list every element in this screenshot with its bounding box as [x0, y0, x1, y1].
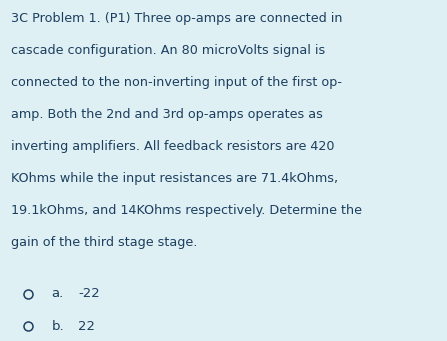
- Text: cascade configuration. An 80 microVolts signal is: cascade configuration. An 80 microVolts …: [11, 44, 325, 57]
- Text: 22: 22: [78, 320, 95, 333]
- Text: amp. Both the 2nd and 3rd op-amps operates as: amp. Both the 2nd and 3rd op-amps operat…: [11, 108, 323, 121]
- Text: 19.1kOhms, and 14KOhms respectively. Determine the: 19.1kOhms, and 14KOhms respectively. Det…: [11, 204, 362, 217]
- Text: a.: a.: [51, 287, 63, 300]
- Text: connected to the non-inverting input of the first op-: connected to the non-inverting input of …: [11, 76, 342, 89]
- Text: inverting amplifiers. All feedback resistors are 420: inverting amplifiers. All feedback resis…: [11, 140, 335, 153]
- Text: gain of the third stage stage.: gain of the third stage stage.: [11, 236, 198, 249]
- Text: -22: -22: [78, 287, 100, 300]
- Text: KOhms while the input resistances are 71.4kOhms,: KOhms while the input resistances are 71…: [11, 172, 338, 185]
- Text: b.: b.: [51, 320, 64, 333]
- Text: 3C Problem 1. (P1) Three op-amps are connected in: 3C Problem 1. (P1) Three op-amps are con…: [11, 12, 343, 25]
